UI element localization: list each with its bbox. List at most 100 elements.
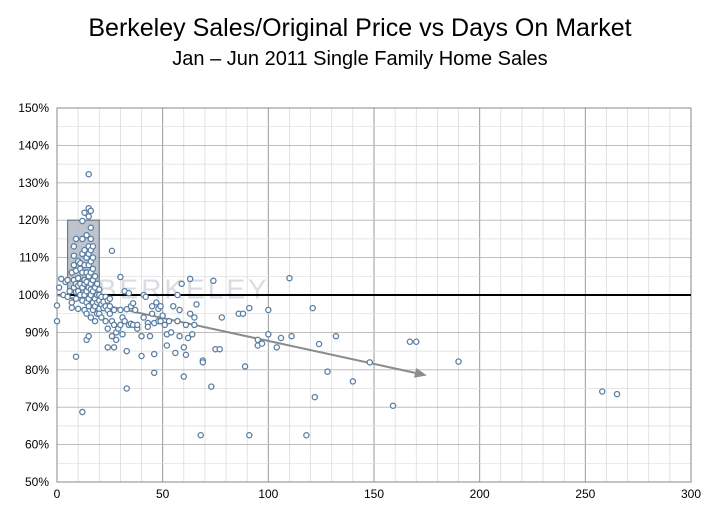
data-point xyxy=(70,261,78,269)
data-point xyxy=(70,252,78,259)
data-point xyxy=(180,344,188,351)
data-point xyxy=(167,329,175,336)
data-point xyxy=(241,363,249,370)
data-point xyxy=(598,388,606,395)
data-point xyxy=(89,254,97,261)
data-point xyxy=(366,359,374,366)
data-point xyxy=(117,306,124,314)
data-point xyxy=(134,321,141,329)
x-tick-label: 250 xyxy=(575,487,595,501)
data-points xyxy=(53,170,621,439)
data-point xyxy=(138,332,145,340)
data-point xyxy=(129,299,137,307)
data-point xyxy=(98,314,105,321)
data-point xyxy=(199,359,207,366)
data-point xyxy=(180,373,188,380)
data-point xyxy=(91,273,99,280)
data-point xyxy=(83,310,90,317)
data-point xyxy=(265,306,272,314)
data-point xyxy=(74,274,82,282)
data-point xyxy=(406,338,414,345)
data-point xyxy=(53,317,61,325)
data-point xyxy=(210,277,217,285)
data-point xyxy=(55,284,63,291)
data-point xyxy=(309,304,316,312)
data-point xyxy=(191,314,198,321)
data-point xyxy=(150,350,158,358)
data-point xyxy=(172,349,179,357)
y-tick-label: 120% xyxy=(18,213,49,227)
data-point xyxy=(239,310,247,317)
data-point xyxy=(146,332,154,340)
data-point xyxy=(178,280,185,288)
data-point xyxy=(104,344,111,351)
data-point xyxy=(349,378,357,385)
data-point xyxy=(182,321,190,329)
data-point xyxy=(89,243,97,250)
data-point xyxy=(125,289,133,297)
data-point xyxy=(216,345,223,353)
data-point xyxy=(176,332,183,340)
data-point xyxy=(87,235,95,243)
data-point xyxy=(112,336,120,344)
trend-arrow xyxy=(56,294,427,378)
data-point xyxy=(85,332,92,340)
y-tick-label: 90% xyxy=(25,325,49,339)
data-point xyxy=(123,347,130,355)
data-point xyxy=(53,302,61,309)
data-point xyxy=(81,246,88,254)
x-tick-label: 200 xyxy=(470,487,490,501)
chart-title: Berkeley Sales/Original Price vs Days On… xyxy=(88,14,632,42)
data-point xyxy=(150,369,158,377)
data-point xyxy=(144,323,152,331)
data-point xyxy=(68,304,76,311)
data-point xyxy=(106,302,114,310)
data-point xyxy=(153,299,160,306)
data-point xyxy=(315,340,323,348)
data-point xyxy=(110,306,118,314)
data-point xyxy=(79,235,86,243)
data-point xyxy=(197,431,204,439)
data-point xyxy=(324,368,331,375)
data-point xyxy=(102,317,109,325)
y-tick-label: 50% xyxy=(25,475,49,489)
data-point xyxy=(123,305,130,313)
trend-line xyxy=(56,294,416,374)
data-point xyxy=(311,393,319,401)
data-point xyxy=(265,331,272,338)
data-point xyxy=(108,332,116,340)
data-point xyxy=(70,243,78,250)
x-tick-label: 300 xyxy=(681,487,701,501)
data-point xyxy=(246,431,253,439)
data-point xyxy=(273,344,281,351)
data-point xyxy=(64,293,71,301)
data-point xyxy=(159,312,166,319)
data-point xyxy=(81,209,88,216)
data-point xyxy=(157,302,164,310)
data-point xyxy=(57,275,65,283)
y-tick-label: 70% xyxy=(25,400,49,414)
x-tick-label: 0 xyxy=(54,487,61,501)
data-point xyxy=(79,408,86,416)
data-point xyxy=(110,321,118,329)
data-point xyxy=(189,331,196,338)
data-point xyxy=(174,291,181,299)
data-point xyxy=(148,310,156,317)
x-axis-tick-labels: 0 50 100 150 200 250 300 xyxy=(54,487,702,501)
data-point xyxy=(277,334,285,342)
data-point xyxy=(165,317,173,325)
x-tick-label: 100 xyxy=(258,487,278,501)
data-point xyxy=(288,332,295,340)
data-point xyxy=(258,340,266,347)
data-point xyxy=(74,305,82,313)
data-point xyxy=(246,304,253,312)
data-point xyxy=(303,431,310,439)
data-point xyxy=(110,344,118,351)
data-point xyxy=(157,317,164,325)
data-point xyxy=(117,273,124,281)
data-point xyxy=(85,170,92,178)
data-point xyxy=(87,224,95,231)
data-point xyxy=(72,353,80,360)
y-tick-label: 130% xyxy=(18,176,49,190)
